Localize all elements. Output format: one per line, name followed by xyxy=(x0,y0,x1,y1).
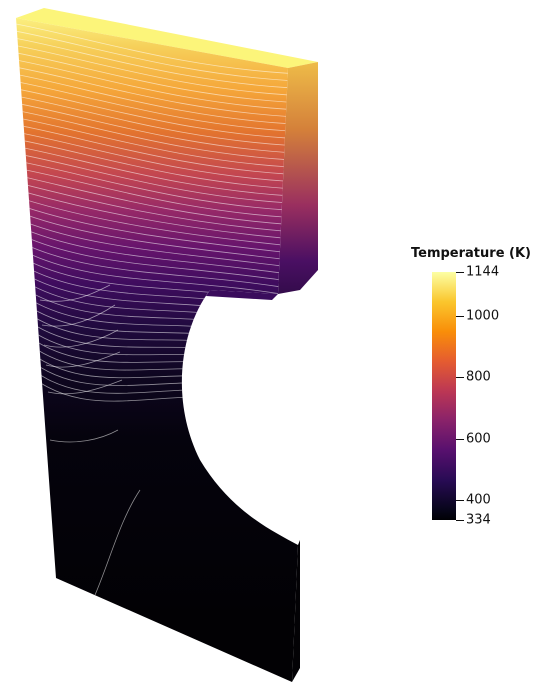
isotherm-line xyxy=(16,110,298,161)
plate-side-face-lower xyxy=(292,540,300,682)
isotherm-line xyxy=(16,102,298,154)
colorbar-tick xyxy=(456,520,464,521)
colorbar-tick-label: 400 xyxy=(466,492,491,508)
colorbar-title: Temperature (K) xyxy=(411,246,531,261)
isotherm-line xyxy=(94,489,141,596)
isotherm-line xyxy=(16,153,298,204)
isotherm-line xyxy=(16,138,298,190)
isotherm-line xyxy=(16,38,298,89)
isotherm-line xyxy=(16,167,298,219)
isotherm-line xyxy=(16,246,298,298)
isotherm-line xyxy=(41,304,116,327)
isotherm-line xyxy=(16,52,298,104)
isotherm-line xyxy=(16,146,298,197)
colorbar-tick-label: 600 xyxy=(466,431,491,447)
isotherm-line xyxy=(16,203,298,255)
colorbar-tick xyxy=(456,272,464,273)
plate-top-face xyxy=(16,8,318,68)
isotherm-line xyxy=(45,351,121,368)
isotherm-line xyxy=(16,74,298,125)
isotherm-line xyxy=(16,95,298,147)
isotherm-line xyxy=(16,196,298,248)
colorbar-tick xyxy=(456,316,464,318)
isotherm-line xyxy=(16,182,298,233)
isotherm-line xyxy=(39,284,111,302)
cutout-inner-wall xyxy=(206,290,278,300)
isotherm-line xyxy=(47,379,123,395)
isotherm-line xyxy=(43,329,119,348)
colorbar-tick-label: 800 xyxy=(466,369,491,385)
isotherm-line xyxy=(16,174,298,226)
isotherm-line xyxy=(16,225,298,276)
isotherm-line xyxy=(16,218,298,269)
isotherm-line xyxy=(16,232,298,284)
isotherm-line xyxy=(16,66,298,118)
isotherm-line xyxy=(16,88,298,140)
colorbar-tick-label: 334 xyxy=(466,512,491,528)
colorbar-tick xyxy=(456,438,464,440)
isotherm-line xyxy=(16,210,298,262)
isotherm-line xyxy=(16,81,298,132)
colorbar-gradient xyxy=(432,272,456,520)
colorbar-tick xyxy=(456,499,464,501)
colorbar-tick xyxy=(456,377,464,379)
isotherm-line xyxy=(16,124,298,176)
isotherm-line xyxy=(16,30,298,82)
isotherm-line xyxy=(16,160,298,212)
plate-front-face xyxy=(16,18,298,682)
isotherm-line xyxy=(16,239,298,291)
isotherm-line xyxy=(16,45,298,96)
colorbar-tick-label: 1144 xyxy=(466,264,500,280)
isotherm-line xyxy=(16,117,298,168)
isotherm-line xyxy=(16,23,298,75)
isotherm-line xyxy=(16,131,298,183)
colorbar-tick-label: 1000 xyxy=(466,308,500,324)
isotherm-line xyxy=(16,59,298,111)
plate-side-face xyxy=(278,62,318,294)
isotherm-line xyxy=(16,189,298,240)
isotherm-line xyxy=(49,429,119,443)
